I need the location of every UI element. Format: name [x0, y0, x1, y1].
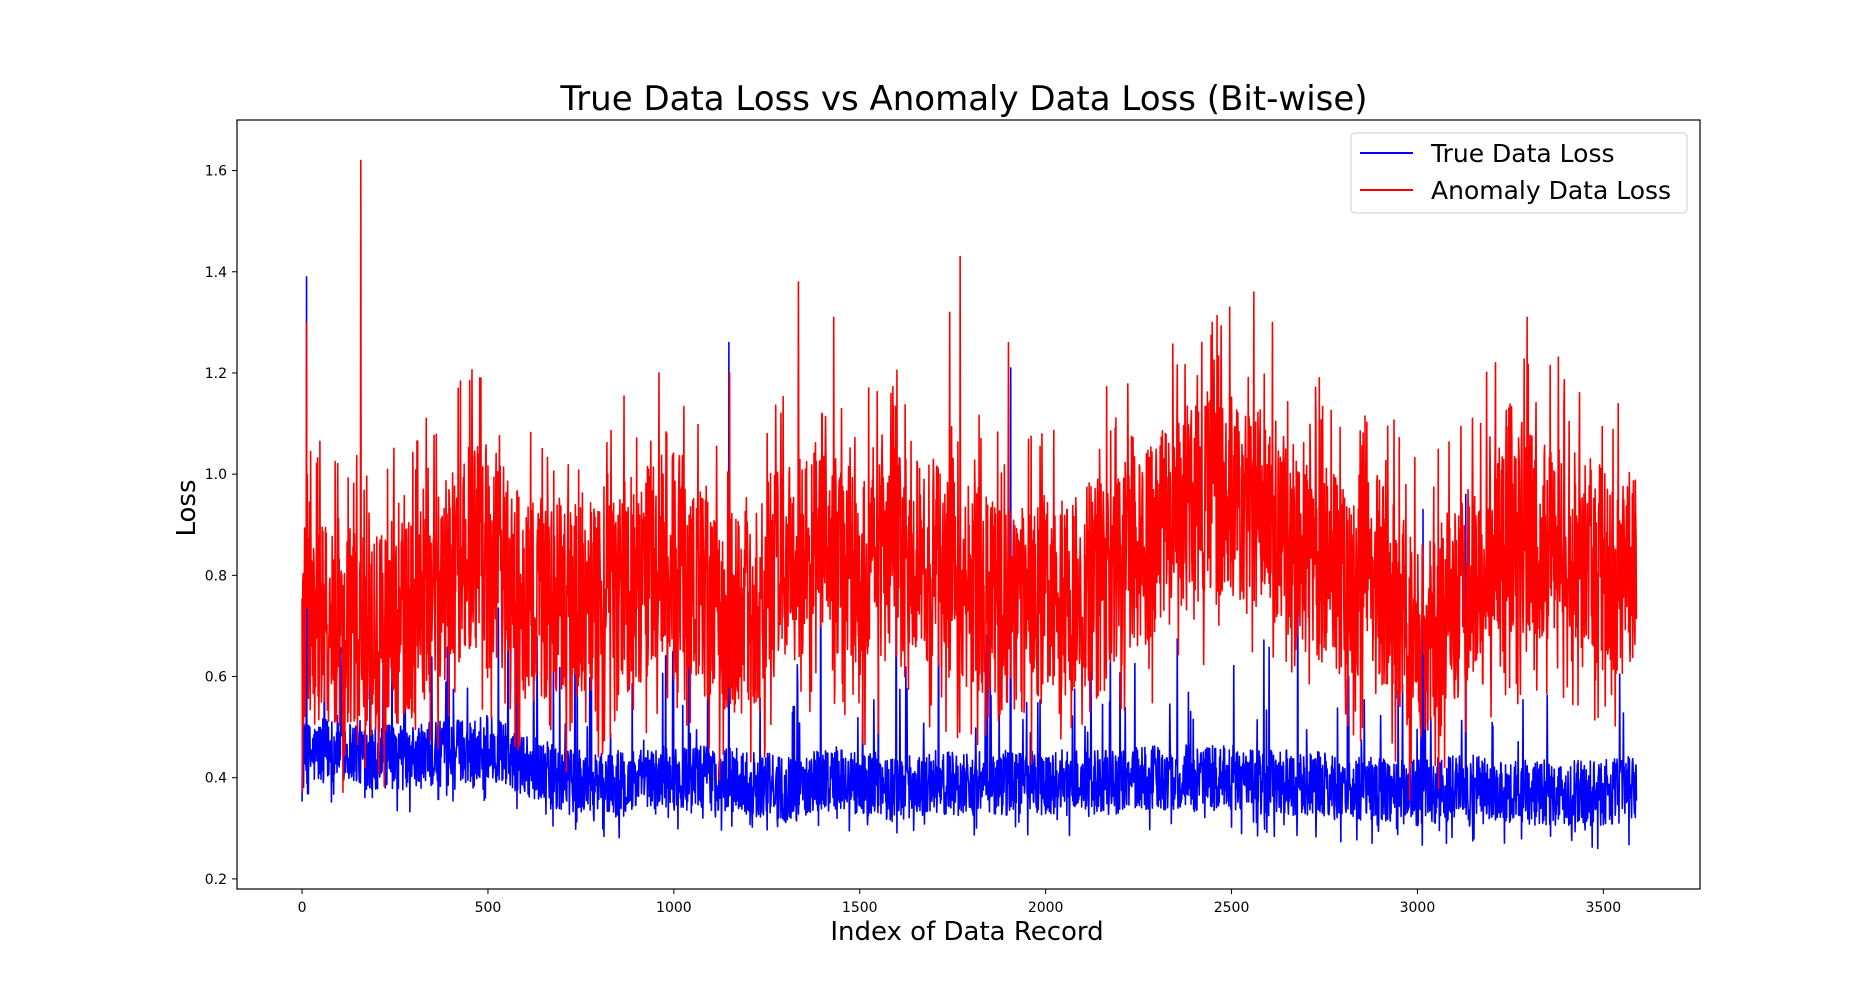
x-tick-label: 1000: [656, 900, 692, 916]
x-tick-label: 1500: [842, 900, 878, 916]
y-tick-label: 0.2: [205, 872, 227, 888]
y-axis-ticks: 0.2 0.4 0.6 0.8 1.0 1.2 1.4 1.6: [205, 164, 237, 888]
plot-area: 0 500 1000 1500 2000 2500 3000 3500 0.20.40.60.…: [205, 119, 1701, 916]
chart-title: True Data Loss vs Anomaly Data Loss (Bit…: [559, 79, 1367, 119]
x-tick-label: 3000: [1400, 900, 1436, 916]
x-tick-label: 0: [298, 900, 307, 916]
series-layer: [301, 159, 1638, 850]
series-line-anomaly-data-loss: [301, 159, 1638, 801]
legend-label-anomaly-data-loss: Anomaly Data Loss: [1431, 176, 1671, 205]
series-line-true-data-loss: [301, 276, 1638, 850]
x-tick-label: 2000: [1028, 900, 1064, 916]
legend: True Data Loss Anomaly Data Loss: [1350, 132, 1688, 214]
legend-box: [1350, 132, 1688, 214]
y-axis-title: Loss: [172, 479, 202, 536]
x-tick-label: 500: [475, 900, 502, 916]
x-axis-ticks: 0 500 1000 1500 2000 2500 3000 3500: [298, 889, 1622, 916]
legend-label-true-data-loss: True Data Loss: [1430, 139, 1615, 168]
x-tick-label: 2500: [1214, 900, 1250, 916]
x-axis-title: Index of Data Record: [830, 917, 1103, 947]
y-tick-label: 1.0: [205, 467, 227, 483]
y-tick-label: 1.2: [205, 366, 227, 382]
y-tick-label: 0.4: [205, 771, 227, 787]
x-tick-label: 3500: [1586, 900, 1622, 916]
y-tick-label: 1.6: [205, 164, 227, 180]
y-tick-label: 1.4: [205, 265, 227, 281]
plot-frame: [236, 119, 1701, 890]
y-tick-label: 0.6: [205, 670, 227, 686]
y-tick-label: 0.8: [205, 568, 227, 584]
